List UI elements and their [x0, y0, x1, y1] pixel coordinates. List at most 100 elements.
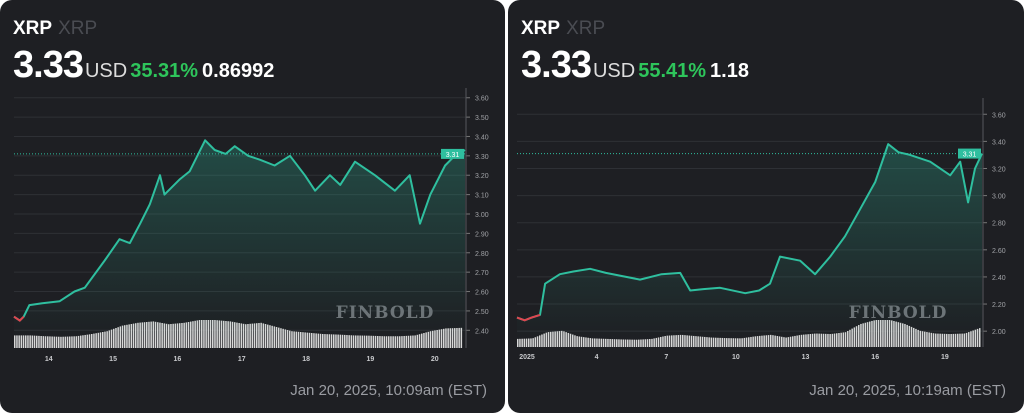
- volume-bar: [344, 334, 346, 348]
- volume-bar: [624, 339, 627, 347]
- volume-bar: [410, 335, 412, 348]
- last-price-badge: [958, 148, 981, 159]
- volume-bar: [737, 338, 739, 347]
- volume-bar: [33, 335, 36, 348]
- price-area: [517, 144, 982, 342]
- ticker: XRP XRP: [521, 18, 605, 40]
- volume-bar: [95, 333, 97, 348]
- volume-bar: [587, 337, 589, 347]
- volume-bar: [27, 335, 29, 348]
- volume-bar: [75, 336, 78, 348]
- volume-bar: [629, 339, 631, 347]
- change-absolute: 1.18: [710, 60, 749, 82]
- volume-bar: [49, 336, 51, 348]
- volume-bar: [385, 336, 388, 348]
- x-tick-label: 4: [595, 354, 599, 361]
- y-tick-label: 2.80: [475, 251, 489, 258]
- volume-bar: [589, 338, 592, 347]
- volume-bar: [616, 339, 618, 347]
- y-tick-label: 3.00: [475, 212, 489, 219]
- volume-bar: [47, 336, 49, 348]
- y-tick-label: 3.30: [475, 154, 489, 161]
- volume-bar: [82, 335, 84, 348]
- volume-bar: [374, 335, 377, 348]
- y-tick-label: 2.00: [992, 329, 1006, 336]
- volume-bar: [42, 336, 45, 348]
- y-tick-label: 2.80: [992, 221, 1006, 228]
- volume-bar: [607, 338, 609, 347]
- y-tick-label: 2.50: [475, 309, 489, 316]
- volume-bar: [31, 335, 34, 348]
- change-absolute: 0.86992: [202, 60, 275, 82]
- volume-bar: [530, 338, 532, 347]
- volume-bar: [38, 335, 40, 348]
- volume-bar: [521, 338, 523, 347]
- volume-bar: [717, 337, 719, 347]
- volume-bar: [627, 339, 629, 347]
- volume-bar: [394, 336, 397, 348]
- volume-bar: [633, 339, 636, 347]
- x-tick-label: 16: [174, 356, 182, 363]
- y-tick-label: 3.50: [475, 115, 489, 122]
- volume-bar: [401, 336, 403, 348]
- x-tick-label: 10: [732, 354, 740, 361]
- volume-bar: [622, 339, 625, 347]
- volume-bar: [339, 334, 342, 348]
- y-tick-label: 3.40: [475, 134, 489, 141]
- x-tick-label: 19: [367, 356, 375, 363]
- volume-bar: [602, 338, 605, 347]
- volume-bar: [330, 334, 333, 348]
- volume-bar: [613, 339, 616, 347]
- volume-bar: [317, 333, 320, 348]
- y-tick-label: 3.60: [992, 112, 1006, 119]
- x-tick-label: 13: [802, 354, 810, 361]
- volume-bar: [40, 336, 42, 348]
- volume-bar: [719, 337, 721, 347]
- symbol-sub: XRP: [566, 18, 606, 39]
- currency: USD: [84, 60, 128, 82]
- volume-bar: [618, 339, 620, 347]
- volume-bar: [726, 338, 728, 347]
- volume-bar: [657, 337, 660, 347]
- x-tick-label: 20: [431, 356, 439, 363]
- volume-bar: [748, 337, 750, 347]
- y-tick-label: 2.40: [475, 328, 489, 335]
- y-tick-label: 3.20: [992, 166, 1006, 173]
- volume-bar: [346, 335, 348, 348]
- volume-bar: [534, 337, 537, 347]
- volume-bar: [787, 337, 790, 347]
- price-line-start-segment: [13, 315, 25, 322]
- symbol-sub: XRP: [58, 18, 98, 39]
- volume-bar: [783, 337, 785, 347]
- x-tick-label: 17: [238, 356, 246, 363]
- x-tick-label: 19: [941, 354, 949, 361]
- volume-bar: [377, 336, 379, 348]
- volume-bar: [86, 334, 89, 348]
- volume-bar: [93, 333, 95, 348]
- volume-bar: [97, 332, 100, 348]
- volume-bar: [25, 335, 27, 348]
- volume-bar: [20, 335, 23, 348]
- volume-bar: [523, 338, 526, 347]
- y-tick-label: 2.60: [475, 290, 489, 297]
- volume-bar: [313, 333, 315, 348]
- volume-bar: [651, 338, 653, 347]
- volume-bar: [16, 335, 18, 348]
- symbol: XRP: [13, 18, 53, 39]
- volume-bar: [361, 335, 364, 348]
- y-tick-label: 3.20: [475, 173, 489, 180]
- volume-bar: [64, 336, 67, 348]
- y-tick-label: 2.40: [992, 275, 1006, 282]
- volume-bar: [611, 339, 614, 347]
- volume-bar: [418, 334, 421, 348]
- volume-bar: [598, 338, 600, 347]
- volume-bar: [745, 337, 748, 347]
- volume-bar: [730, 338, 732, 347]
- volume-bar: [396, 336, 399, 348]
- volume-bar: [609, 339, 611, 347]
- volume-bar: [721, 337, 724, 347]
- volume-bar: [337, 334, 339, 348]
- volume-bar: [372, 335, 375, 348]
- volume-bar: [517, 338, 519, 347]
- volume-bar: [350, 335, 353, 348]
